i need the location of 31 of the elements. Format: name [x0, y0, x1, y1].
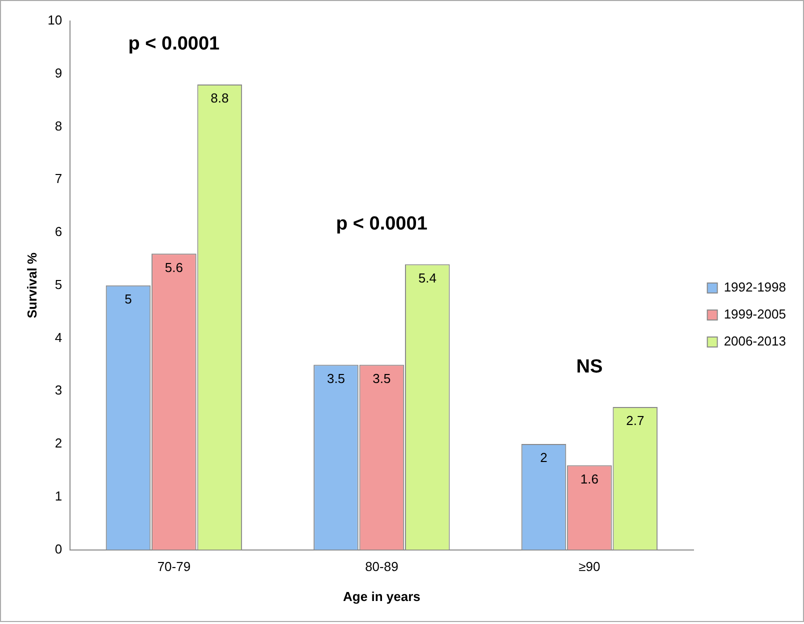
legend-label: 2006-2013: [724, 334, 786, 349]
data-label: 5: [124, 291, 132, 306]
data-label: 1.6: [580, 471, 598, 486]
annotation: p < 0.0001: [128, 34, 220, 55]
data-label: 5.6: [164, 260, 183, 275]
annotation: NS: [576, 356, 603, 378]
y-tick-label: 4: [54, 330, 62, 345]
y-tick-label: 9: [54, 65, 62, 80]
legend-label: 1992-1998: [724, 280, 786, 295]
x-tick-label: 70-79: [157, 559, 191, 574]
data-label: 3.5: [372, 370, 391, 386]
data-label: 2.7: [626, 413, 644, 428]
legend-label: 1999-2005: [724, 306, 786, 322]
y-axis-title: Survival %: [24, 252, 40, 318]
x-axis-title: Age in years: [343, 588, 420, 604]
y-tick-label: 3: [54, 382, 62, 398]
y-tick-label: 1: [54, 488, 62, 504]
data-label: 2: [540, 450, 548, 466]
y-tick-label: 6: [54, 224, 62, 240]
y-tick-label: 0: [54, 541, 62, 556]
data-label: 3.5: [326, 370, 346, 386]
y-tick-label: 5: [54, 276, 62, 292]
annotation: p < 0.0001: [336, 213, 428, 234]
y-tick-label: 2: [54, 436, 62, 451]
y-tick-label: 7: [54, 171, 62, 186]
y-tick-label: 8: [54, 118, 62, 134]
x-tick-label: ≥90: [578, 559, 600, 574]
data-label: 8.8: [210, 90, 229, 106]
x-tick-label: 80-89: [365, 559, 398, 574]
data-label: 5.4: [418, 270, 436, 286]
y-tick-label: 10: [48, 12, 62, 28]
